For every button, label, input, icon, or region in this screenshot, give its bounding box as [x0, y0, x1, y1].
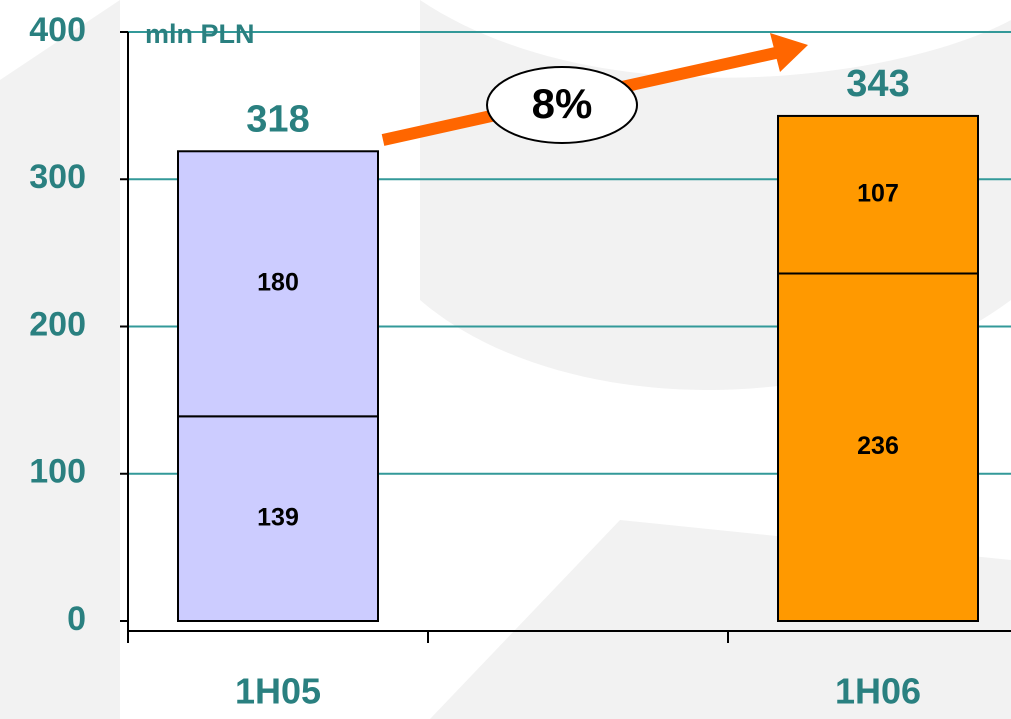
bar-segment [177, 150, 379, 418]
y-tick-label: 400 [29, 11, 86, 49]
segment-label: 139 [257, 503, 299, 531]
annotation-bubble [486, 66, 638, 144]
segment-label: 107 [857, 179, 899, 207]
bg-shape [0, 0, 120, 719]
growth-arrowhead [770, 33, 808, 72]
bar-segment [777, 272, 979, 622]
y-tick-label: 300 [29, 158, 86, 196]
segment-label: 236 [857, 432, 899, 460]
segment-label: 180 [257, 268, 299, 296]
unit-label: mln PLN [145, 19, 255, 49]
y-tick-label: 200 [29, 305, 86, 343]
total-label: 343 [846, 63, 909, 105]
y-tick-label: 0 [67, 600, 86, 638]
total-label: 318 [246, 98, 309, 140]
x-tick-label: 1H05 [235, 671, 321, 712]
x-tick-label: 1H06 [835, 671, 921, 712]
annotation: 8% [532, 80, 593, 127]
y-tick-label: 100 [29, 453, 86, 491]
bar-segment [777, 114, 979, 275]
